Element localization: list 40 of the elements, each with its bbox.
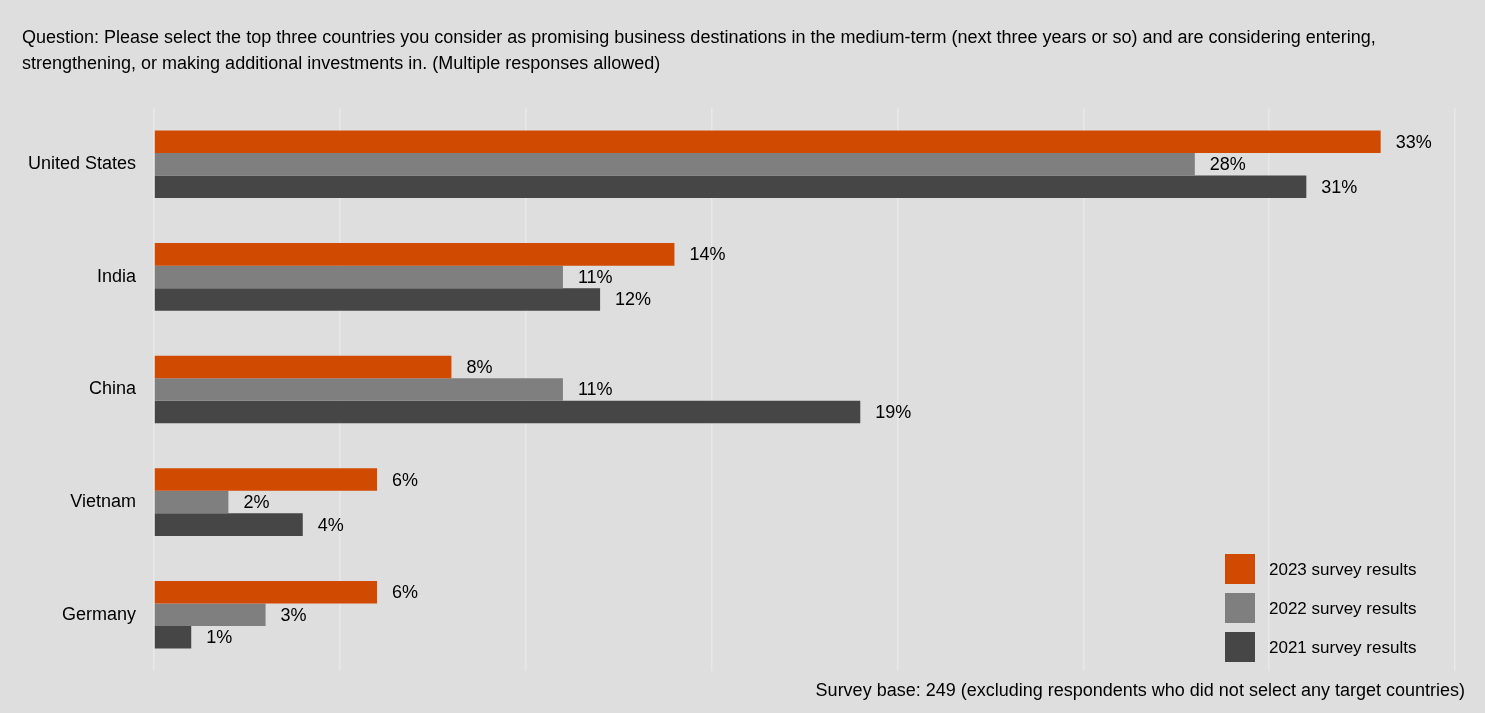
y-tick-label: China [89,378,138,399]
data-label: 19% [875,401,912,422]
bar [154,400,861,424]
data-label: 6% [392,582,419,603]
bar [154,153,1195,176]
data-label: 3% [280,604,307,625]
data-label: 11% [577,379,613,400]
data-label: 14% [689,244,726,265]
bar [154,625,192,649]
bar [154,580,378,604]
bar [154,265,563,289]
bar [154,175,1307,199]
chart-title: Question: Please select the top three countries you consider as promising business destinations in the medium-term (next three years or so) and are considering entering, strengthening, or making additional investments in. (Multiple responses allowed) [22,26,1377,75]
data-label: 6% [392,469,419,490]
data-label: 4% [317,514,344,535]
data-label: 28% [1209,154,1246,175]
bar [154,355,452,379]
bar [154,468,378,491]
data-label: 11% [577,266,613,287]
legend-label: 2022 survey results [1269,598,1417,618]
bar [154,513,303,536]
data-label: 31% [1321,176,1358,197]
data-label: 33% [1395,131,1432,152]
data-label: 8% [466,356,493,377]
bar [154,378,563,401]
legend-label: 2021 survey results [1269,637,1417,657]
data-label: 12% [615,289,652,310]
bar [154,243,675,266]
text: Survey base: 249 (excluding respondents who did not select any target countries) [815,680,1465,701]
bar [154,288,601,311]
bar [154,603,266,626]
y-tick-label: United States [28,153,137,174]
y-tick-label: Germany [62,603,137,624]
legend-label: 2023 survey results [1269,559,1417,579]
data-label: 1% [206,627,233,648]
y-tick-label: Vietnam [70,491,137,512]
bar [154,130,1381,154]
bar [154,490,229,514]
y-tick-label: India [97,265,138,286]
data-label: 2% [243,492,270,513]
